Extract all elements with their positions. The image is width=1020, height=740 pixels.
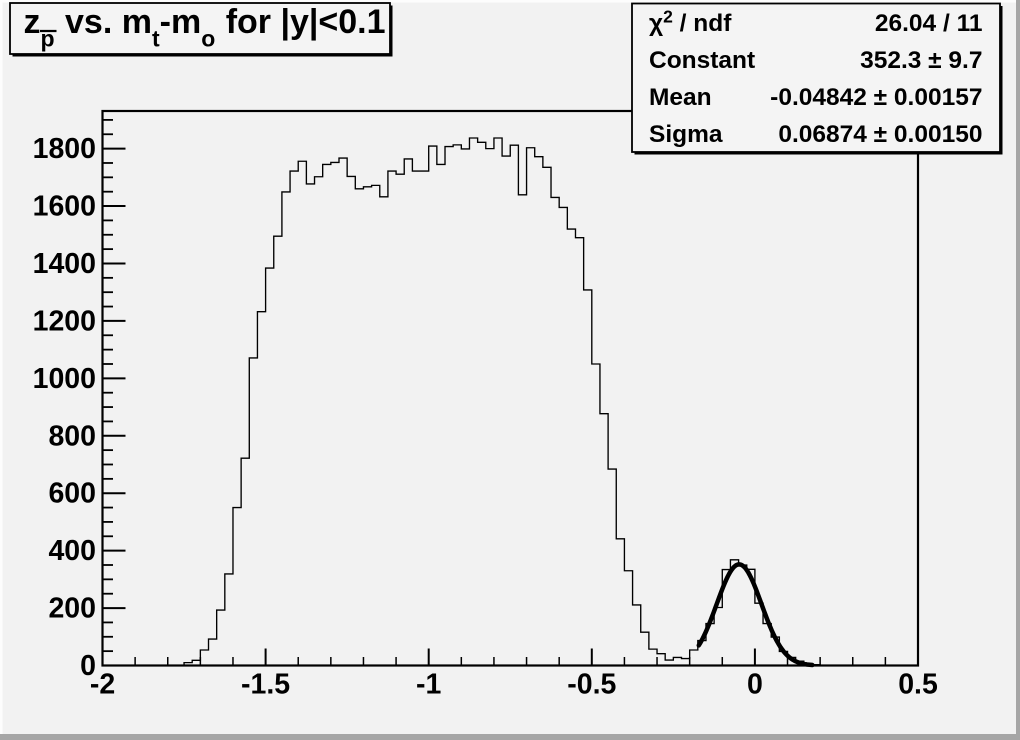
svg-text:0.06874 ± 0.00150: 0.06874 ± 0.00150 bbox=[778, 121, 982, 148]
svg-text:-0.5: -0.5 bbox=[567, 669, 616, 701]
svg-text:0.5: 0.5 bbox=[898, 669, 938, 701]
svg-text:1800: 1800 bbox=[33, 133, 96, 165]
svg-text:800: 800 bbox=[48, 420, 96, 452]
svg-text:400: 400 bbox=[48, 535, 96, 567]
svg-text:26.04 / 11: 26.04 / 11 bbox=[875, 10, 983, 37]
svg-text:200: 200 bbox=[48, 593, 96, 625]
svg-text:600: 600 bbox=[48, 478, 96, 510]
svg-text:0: 0 bbox=[747, 669, 763, 701]
svg-text:1600: 1600 bbox=[33, 191, 96, 223]
svg-text:1400: 1400 bbox=[33, 248, 96, 280]
svg-text:-1: -1 bbox=[416, 669, 441, 701]
svg-text:1000: 1000 bbox=[33, 363, 96, 395]
svg-text:0: 0 bbox=[80, 650, 96, 682]
svg-text:1200: 1200 bbox=[33, 305, 96, 337]
svg-text:-0.04842 ± 0.00157: -0.04842 ± 0.00157 bbox=[770, 84, 982, 111]
svg-text:Mean: Mean bbox=[649, 84, 712, 111]
svg-text:-2: -2 bbox=[90, 669, 115, 701]
svg-text:Constant: Constant bbox=[649, 47, 755, 74]
svg-text:χ2 / ndf: χ2 / ndf bbox=[649, 7, 732, 38]
svg-text:Sigma: Sigma bbox=[649, 121, 723, 148]
svg-text:352.3 ± 9.7: 352.3 ± 9.7 bbox=[860, 47, 982, 74]
svg-text:-1.5: -1.5 bbox=[241, 669, 290, 701]
